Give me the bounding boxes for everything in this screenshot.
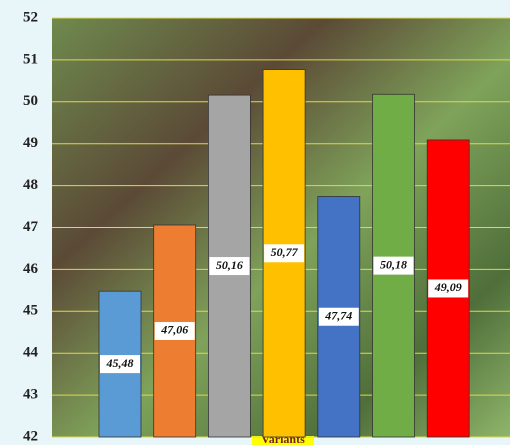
value-label-box [428, 279, 469, 298]
y-tick-label: 45 [23, 303, 38, 319]
y-tick-label: 50 [23, 93, 38, 109]
value-label: 50,16 [216, 258, 243, 272]
x-label-highlight [252, 436, 314, 445]
value-label: 47,06 [160, 323, 188, 337]
value-label-box [264, 244, 305, 263]
y-tick-label: 48 [23, 177, 38, 193]
y-tick-label: 51 [23, 51, 38, 67]
y-tick-label: 46 [23, 261, 39, 277]
y-tick-label: 47 [23, 219, 39, 235]
value-label-box [209, 257, 250, 276]
value-label-box [318, 307, 359, 326]
value-label: 45,48 [106, 356, 134, 370]
value-label: 49,09 [434, 280, 462, 294]
value-label-box [373, 256, 414, 275]
value-label: 47,74 [324, 308, 352, 322]
y-tick-label: 43 [23, 387, 38, 403]
value-label-box [154, 321, 195, 340]
y-tick-label: 49 [23, 135, 38, 151]
value-label: 50,77 [271, 245, 299, 259]
value-label-box [100, 355, 140, 374]
y-tick-label: 42 [23, 428, 38, 444]
value-label: 50,18 [380, 257, 407, 271]
y-tick-label: 52 [23, 9, 38, 25]
y-tick-label: 44 [23, 345, 39, 361]
